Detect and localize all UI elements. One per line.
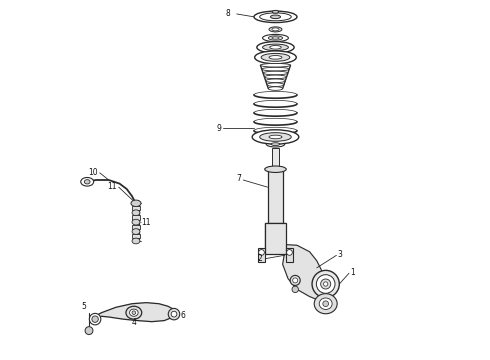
Bar xyxy=(268,169,283,223)
Ellipse shape xyxy=(263,44,289,50)
Ellipse shape xyxy=(262,67,289,71)
Ellipse shape xyxy=(171,311,177,317)
Text: 2: 2 xyxy=(257,255,262,264)
Polygon shape xyxy=(92,303,177,321)
Bar xyxy=(132,215,140,220)
Text: 3: 3 xyxy=(337,250,342,259)
Ellipse shape xyxy=(269,27,282,32)
Text: 8: 8 xyxy=(226,9,231,18)
Ellipse shape xyxy=(168,309,180,320)
Ellipse shape xyxy=(132,210,140,216)
Ellipse shape xyxy=(271,143,280,145)
Ellipse shape xyxy=(265,75,287,79)
Text: 4: 4 xyxy=(131,318,136,327)
Ellipse shape xyxy=(260,63,291,67)
Bar xyxy=(132,206,140,210)
Ellipse shape xyxy=(261,53,290,61)
Ellipse shape xyxy=(272,28,279,31)
Text: 5: 5 xyxy=(81,302,86,311)
Ellipse shape xyxy=(263,71,288,75)
Ellipse shape xyxy=(317,275,335,293)
Ellipse shape xyxy=(265,166,286,172)
Ellipse shape xyxy=(323,301,329,307)
Bar xyxy=(258,248,265,262)
Ellipse shape xyxy=(263,35,289,41)
Ellipse shape xyxy=(92,316,98,322)
Ellipse shape xyxy=(126,306,142,319)
Ellipse shape xyxy=(267,83,284,86)
Ellipse shape xyxy=(319,298,332,310)
Ellipse shape xyxy=(254,11,297,23)
Ellipse shape xyxy=(131,200,141,207)
Ellipse shape xyxy=(320,279,331,289)
Ellipse shape xyxy=(257,41,294,53)
Ellipse shape xyxy=(269,135,282,139)
Ellipse shape xyxy=(312,270,339,298)
Ellipse shape xyxy=(314,294,337,314)
Ellipse shape xyxy=(89,314,101,325)
Bar xyxy=(272,148,279,169)
Ellipse shape xyxy=(272,10,279,13)
Ellipse shape xyxy=(323,282,328,286)
Ellipse shape xyxy=(81,177,94,186)
Ellipse shape xyxy=(132,219,140,225)
Ellipse shape xyxy=(293,278,298,283)
Ellipse shape xyxy=(292,286,298,293)
Ellipse shape xyxy=(132,229,140,234)
Ellipse shape xyxy=(266,79,285,82)
Ellipse shape xyxy=(259,249,265,255)
Ellipse shape xyxy=(129,309,138,316)
Text: 1: 1 xyxy=(350,268,355,277)
Text: 7: 7 xyxy=(237,175,242,184)
Ellipse shape xyxy=(272,37,279,39)
Text: 10: 10 xyxy=(88,168,98,177)
Ellipse shape xyxy=(266,141,285,147)
Text: 6: 6 xyxy=(180,311,185,320)
Text: 11: 11 xyxy=(141,218,150,227)
Bar xyxy=(286,248,293,262)
Ellipse shape xyxy=(255,51,296,64)
Ellipse shape xyxy=(270,45,281,49)
Ellipse shape xyxy=(287,249,293,255)
Ellipse shape xyxy=(132,311,136,315)
Ellipse shape xyxy=(260,13,291,21)
Ellipse shape xyxy=(132,238,140,244)
Ellipse shape xyxy=(269,55,282,59)
Ellipse shape xyxy=(270,15,280,19)
Text: 9: 9 xyxy=(217,123,221,132)
Ellipse shape xyxy=(260,133,291,141)
Polygon shape xyxy=(265,223,286,253)
Ellipse shape xyxy=(84,180,90,184)
Ellipse shape xyxy=(269,87,283,90)
Ellipse shape xyxy=(85,327,93,334)
Ellipse shape xyxy=(252,130,299,144)
Polygon shape xyxy=(283,244,331,300)
Ellipse shape xyxy=(290,275,300,285)
Ellipse shape xyxy=(269,36,283,40)
Bar xyxy=(132,225,140,229)
Bar xyxy=(265,223,286,253)
Text: 11: 11 xyxy=(107,182,117,191)
Bar xyxy=(132,234,140,238)
